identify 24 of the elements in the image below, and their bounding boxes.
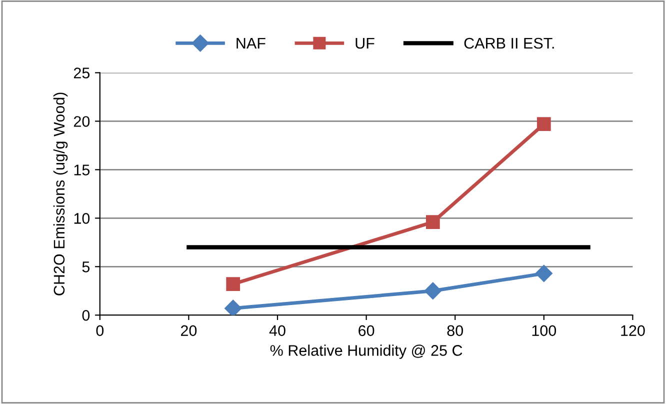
x-axis-title: % Relative Humidity @ 25 C (270, 344, 462, 359)
x-tick-label: 100 (532, 325, 556, 336)
point (224, 300, 242, 316)
point (535, 264, 552, 282)
y-tick-label: 0 (82, 310, 90, 321)
x-tick-label: 20 (180, 325, 197, 336)
y-tick-label: 5 (82, 262, 90, 272)
y-tick-label: 15 (74, 164, 90, 176)
y-axis-title: CH2O Emissions (ug/g Wood) (53, 92, 68, 296)
x-tick-label: 80 (447, 325, 463, 336)
point (424, 282, 442, 300)
legend-label: CARB II EST. (464, 38, 554, 49)
y-tick-label: 10 (74, 213, 90, 224)
point (426, 215, 440, 229)
x-tick-label: 40 (269, 325, 286, 336)
y-tick-label: 20 (74, 116, 90, 127)
y-tick-label: 25 (74, 68, 90, 78)
point (536, 117, 551, 132)
legend-label: NAF (236, 38, 266, 49)
x-tick-label: 60 (358, 325, 374, 336)
x-tick-label: 120 (621, 325, 645, 336)
legend-label: UF (356, 38, 374, 49)
x-tick-label: 0 (96, 325, 104, 336)
point (226, 277, 240, 292)
